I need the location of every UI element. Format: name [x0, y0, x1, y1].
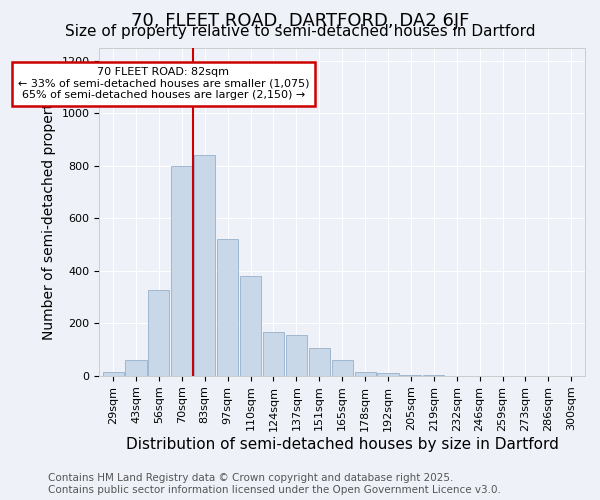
- Bar: [355, 372, 376, 376]
- Bar: [377, 373, 398, 376]
- X-axis label: Distribution of semi-detached houses by size in Dartford: Distribution of semi-detached houses by …: [126, 438, 559, 452]
- Text: 70, FLEET ROAD, DARTFORD, DA2 6JF: 70, FLEET ROAD, DARTFORD, DA2 6JF: [131, 12, 469, 30]
- Bar: [286, 335, 307, 376]
- Bar: [103, 372, 124, 376]
- Bar: [171, 166, 193, 376]
- Bar: [194, 155, 215, 376]
- Bar: [217, 239, 238, 376]
- Text: Contains HM Land Registry data © Crown copyright and database right 2025.
Contai: Contains HM Land Registry data © Crown c…: [48, 474, 501, 495]
- Bar: [148, 290, 169, 376]
- Bar: [332, 360, 353, 376]
- Text: 70 FLEET ROAD: 82sqm
← 33% of semi-detached houses are smaller (1,075)
65% of se: 70 FLEET ROAD: 82sqm ← 33% of semi-detac…: [18, 67, 309, 100]
- Y-axis label: Number of semi-detached properties: Number of semi-detached properties: [42, 84, 56, 340]
- Bar: [240, 276, 261, 376]
- Bar: [309, 348, 330, 376]
- Bar: [400, 374, 421, 376]
- Bar: [125, 360, 146, 376]
- Bar: [263, 332, 284, 376]
- Text: Size of property relative to semi-detached houses in Dartford: Size of property relative to semi-detach…: [65, 24, 535, 39]
